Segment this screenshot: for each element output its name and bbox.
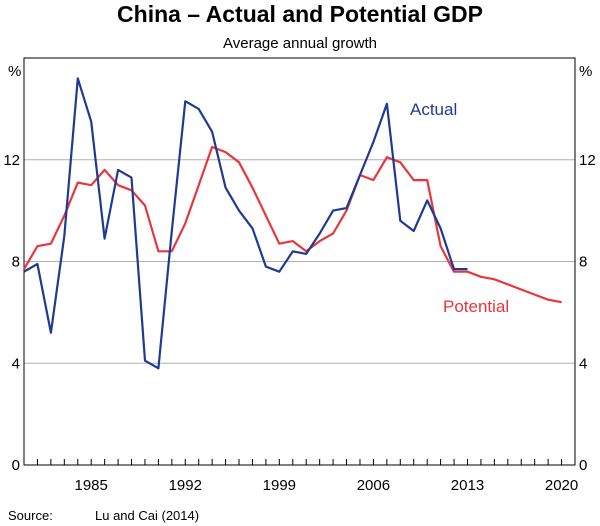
x-tick-label: 2013: [451, 477, 484, 494]
series-label-actual: Actual: [410, 100, 457, 119]
series-lines: [23, 77, 562, 370]
series-label-potential: Potential: [443, 297, 509, 316]
gridlines: [24, 159, 575, 364]
y-tick-label-left: 0: [12, 457, 20, 474]
chart-title: China – Actual and Potential GDP: [117, 1, 483, 27]
series-line-potential: [23, 145, 562, 304]
y-tick-label-left: 4: [12, 355, 20, 372]
y-tick-label-right: 8: [579, 254, 587, 271]
source-text: Lu and Cai (2014): [95, 508, 199, 523]
x-tick-label: 1999: [263, 477, 296, 494]
plot-frame: [23, 57, 576, 466]
y-tick-label-right: 4: [579, 355, 587, 372]
y-tick-label-left: 8: [12, 254, 20, 271]
series-line-actual: [23, 77, 468, 370]
y-tick-label-right: 12: [579, 152, 596, 169]
x-tick-label: 1992: [169, 477, 202, 494]
x-tick-label: 2020: [545, 477, 578, 494]
chart-subtitle: Average annual growth: [223, 35, 377, 52]
x-tick-label: 2006: [357, 477, 390, 494]
y-axis-unit-right: %: [579, 63, 592, 80]
y-tick-label-right: 0: [579, 457, 587, 474]
y-axis-ticks: 0 0 4 4 8 8 12 12: [3, 152, 595, 474]
y-axis-unit-left: %: [8, 63, 21, 80]
source-label: Source:: [8, 508, 53, 523]
x-tick-label: 1985: [75, 477, 108, 494]
y-tick-label-left: 12: [3, 152, 20, 169]
x-axis-ticks: 1985 1992 1999 2006 2013 2020: [23, 459, 578, 494]
